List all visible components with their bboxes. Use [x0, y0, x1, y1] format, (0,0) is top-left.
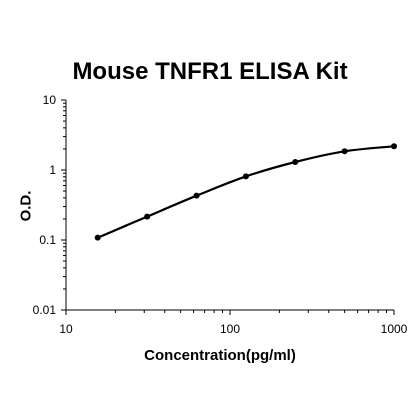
y-tick-label: 10 — [43, 93, 57, 107]
data-point — [193, 192, 200, 199]
y-tick-label: 0.1 — [39, 233, 56, 247]
data-point — [341, 148, 348, 155]
y-tick-label: 1 — [49, 163, 56, 177]
data-point — [242, 173, 249, 180]
series-line — [97, 145, 395, 239]
y-tick-label: 0.01 — [33, 303, 57, 317]
x-axis-label: Concentration(pg/ml) — [144, 347, 296, 364]
chart-series — [94, 143, 397, 241]
x-tick-label: 10 — [59, 322, 73, 336]
x-tick-label: 100 — [220, 322, 240, 336]
y-axis-label: O.D. — [17, 190, 35, 222]
chart-title: Mouse TNFR1 ELISA Kit — [72, 58, 348, 85]
chart-axes — [61, 99, 395, 315]
data-point — [391, 143, 397, 150]
x-tick-label: 1000 — [381, 322, 408, 336]
data-point — [292, 159, 299, 166]
data-point — [94, 234, 101, 241]
data-point — [144, 213, 151, 220]
